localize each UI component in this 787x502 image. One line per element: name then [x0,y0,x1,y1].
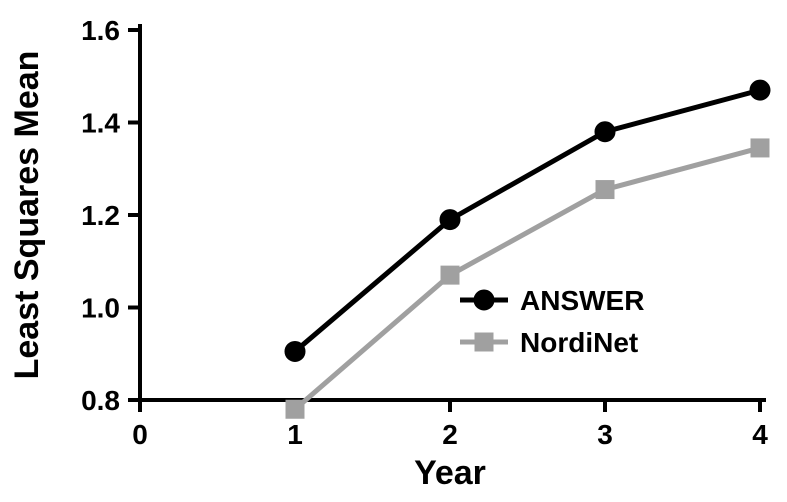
legend-label: ANSWER [520,285,644,316]
legend-sample-marker [475,333,493,351]
series-marker-nordinet [441,266,459,284]
chart-background [0,0,787,502]
x-tick-label: 0 [132,419,148,450]
x-tick-label: 3 [597,419,613,450]
x-axis-label: Year [414,454,486,492]
series-marker-answer [440,210,460,230]
y-tick-label: 1.0 [81,292,120,323]
y-tick-label: 0.8 [81,385,120,416]
y-tick-label: 1.6 [81,15,120,46]
series-marker-answer [750,80,770,100]
series-marker-nordinet [286,400,304,418]
legend-label: NordiNet [520,327,638,358]
x-tick-label: 2 [442,419,458,450]
x-tick-label: 4 [752,419,768,450]
y-tick-label: 1.4 [81,107,120,138]
series-marker-answer [595,122,615,142]
chart-container: 0 1 2 3 4 0.8 1.0 1.2 1.4 1.6 Year Least Squares Me… [0,0,787,502]
y-axis-label: Least Squares Mean [8,51,46,380]
line-chart: 0 1 2 3 4 0.8 1.0 1.2 1.4 1.6 Year Least Squares Me… [0,0,787,502]
series-marker-answer [285,341,305,361]
y-tick-label: 1.2 [81,200,120,231]
series-marker-nordinet [751,139,769,157]
x-tick-label: 1 [287,419,303,450]
series-marker-nordinet [596,181,614,199]
legend-sample-marker [474,290,494,310]
